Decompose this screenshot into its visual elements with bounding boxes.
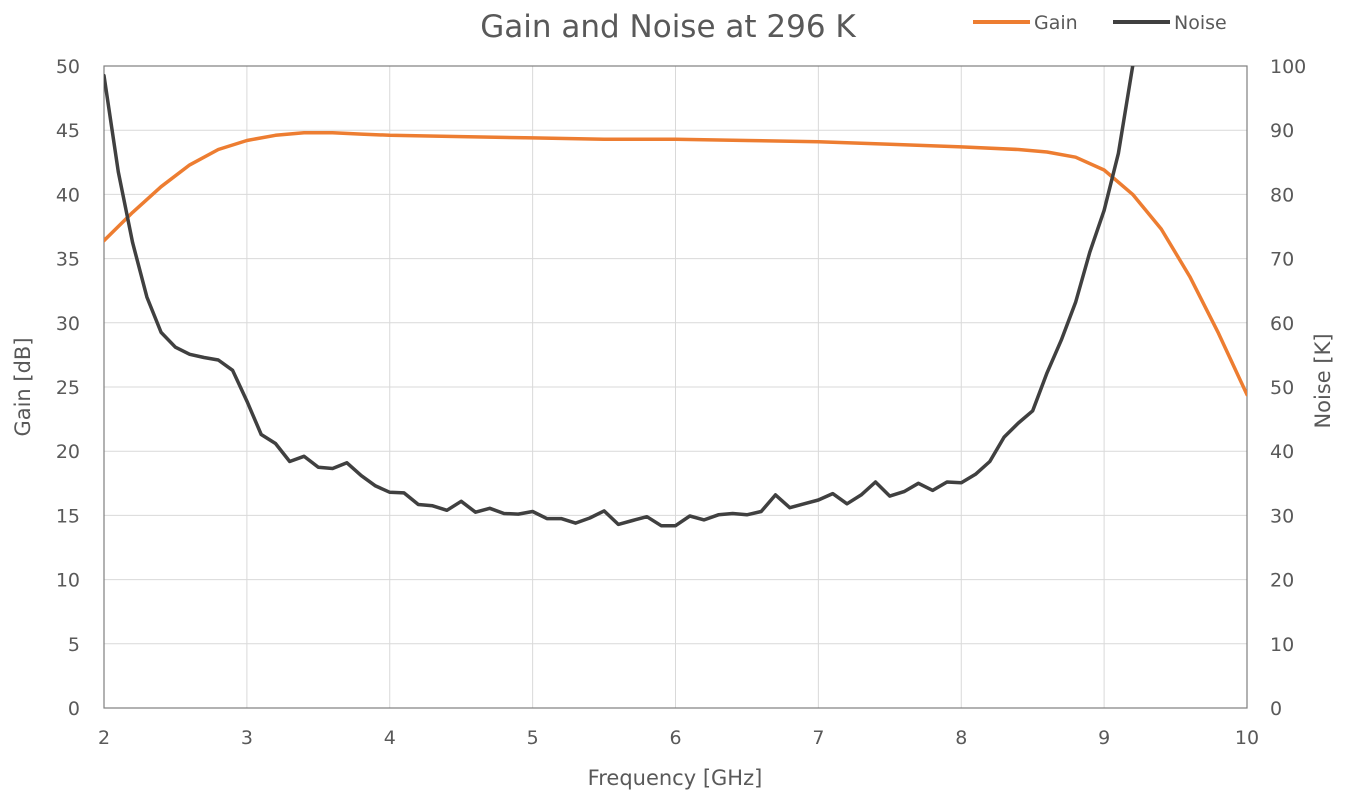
right-axis-ticks: 0 10 20 30 40 50 60 70 80 90 100 [1270,56,1306,720]
y2-tick-label: 0 [1270,698,1282,720]
y-tick-label: 10 [56,570,80,592]
y-tick-label: 30 [56,313,80,335]
x-tick-label: 2 [98,727,110,749]
y2-tick-label: 60 [1270,313,1294,335]
y-axis-label: Gain [dB] [11,337,35,436]
chart-title: Gain and Noise at 296 K [480,9,856,45]
y-tick-label: 25 [56,377,80,399]
y2-tick-label: 30 [1270,505,1294,527]
y-tick-label: 50 [56,56,80,78]
y2-tick-label: 80 [1270,184,1294,206]
x-tick-label: 10 [1235,727,1259,749]
legend-noise-label: Noise [1174,12,1227,34]
x-tick-label: 6 [669,727,681,749]
x-tick-label: 8 [955,727,967,749]
series-line-noise [104,66,1135,528]
x-axis-ticks: 2 3 4 5 6 7 8 9 10 [98,727,1259,749]
y2-tick-label: 20 [1270,570,1294,592]
gridlines [103,65,1248,709]
y-tick-label: 20 [56,441,80,463]
y2-axis-label: Noise [K] [1311,333,1335,428]
y2-tick-label: 100 [1270,56,1306,78]
x-tick-label: 7 [812,727,824,749]
y2-tick-label: 70 [1270,249,1294,271]
x-tick-label: 4 [384,727,396,749]
legend-gain-label: Gain [1034,12,1078,34]
y-tick-label: 40 [56,184,80,206]
y-tick-label: 0 [68,698,80,720]
x-axis-label: Frequency [GHz] [588,766,763,790]
y-tick-label: 45 [56,120,80,142]
y2-tick-label: 40 [1270,441,1294,463]
legend: Gain Noise [973,12,1227,34]
y2-tick-label: 10 [1270,634,1294,656]
y-tick-label: 35 [56,249,80,271]
y2-tick-label: 50 [1270,377,1294,399]
x-tick-label: 3 [241,727,253,749]
x-tick-label: 5 [527,727,539,749]
y-tick-label: 15 [56,505,80,527]
plot-frame [103,65,1248,709]
x-tick-label: 9 [1098,727,1110,749]
y-tick-label: 5 [68,634,80,656]
left-axis-ticks: 0 5 10 15 20 25 30 35 40 45 50 [56,56,80,720]
y2-tick-label: 90 [1270,120,1294,142]
series-lines [104,66,1247,528]
series-line-gain [104,131,1247,397]
